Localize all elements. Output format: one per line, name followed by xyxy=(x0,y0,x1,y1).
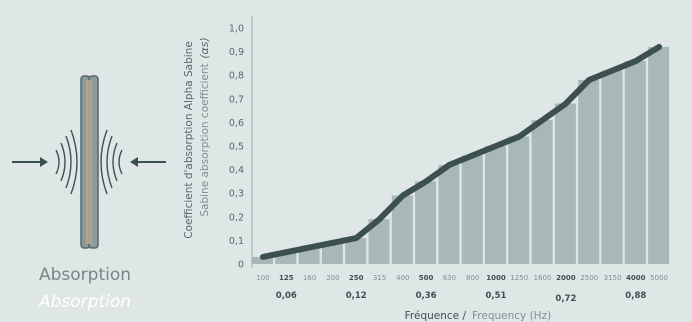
bar-1600 xyxy=(531,120,553,264)
y-tick-label: 0,4 xyxy=(229,165,244,176)
bar-1000 xyxy=(485,146,506,264)
x-tick-label: 200 xyxy=(326,274,339,282)
y-axis-symbol: (αs) xyxy=(198,37,211,59)
bar-250 xyxy=(345,238,367,264)
octave-value-1000: 0,51 xyxy=(486,291,507,301)
bar-4000 xyxy=(624,61,646,264)
x-tick-label: 400 xyxy=(396,274,409,282)
bar-2000 xyxy=(554,103,576,265)
absorption-title: Absorption xyxy=(38,265,132,285)
octave-value-2000: 0,72 xyxy=(555,294,576,304)
x-ticks: 100 125 160 200 250 315 400 500 630 800 1000 1250 16… xyxy=(256,274,668,282)
x-tick-label: 2500 xyxy=(580,274,598,282)
bar-3150 xyxy=(601,70,623,264)
y-tick-label: 0,2 xyxy=(229,212,244,223)
x-tick-label: 630 xyxy=(443,274,456,282)
x-tick-label: 1000 xyxy=(486,274,506,282)
octave-value-500: 0,36 xyxy=(416,291,437,301)
x-axis-label-primary: Fréquence / xyxy=(405,310,467,322)
bar-200 xyxy=(321,242,343,264)
y-tick-label: 0,9 xyxy=(229,47,244,58)
y-ticks: 0 0,1 0,2 0,3 0,4 0,5 0,6 0,7 0,8 0,9 1,0 xyxy=(229,24,244,271)
bar-500 xyxy=(415,181,437,264)
x-tick-label: 315 xyxy=(373,274,386,282)
y-tick-label: 1,0 xyxy=(229,24,244,35)
y-tick-label: 0,6 xyxy=(229,118,244,129)
x-tick-label: 100 xyxy=(256,274,269,282)
bar-800 xyxy=(461,155,483,264)
bar-315 xyxy=(368,219,390,264)
absorption-curve xyxy=(260,43,663,260)
y-tick-label: 0,3 xyxy=(229,189,244,200)
x-tick-label: 500 xyxy=(419,274,434,282)
y-tick-label: 0 xyxy=(238,260,244,271)
bar-400 xyxy=(391,195,413,264)
octave-value-125: 0,06 xyxy=(276,291,297,301)
y-tick-label: 0,7 xyxy=(229,94,244,105)
bar-1250 xyxy=(508,136,530,264)
x-tick-label: 5000 xyxy=(650,274,668,282)
octave-value-4000: 0,88 xyxy=(625,291,646,301)
octave-value-250: 0,12 xyxy=(346,291,367,301)
bar-5000 xyxy=(648,46,670,264)
x-tick-label: 4000 xyxy=(626,274,646,282)
y-axis-label-primary: Coefficient d'absorption Alpha Sabine xyxy=(183,41,195,239)
bar-2500 xyxy=(578,79,600,264)
y-tick-label: 0,8 xyxy=(229,71,244,82)
x-tick-label: 3150 xyxy=(604,274,622,282)
octave-values: 0,06 0,12 0,36 0,51 0,72 0,88 xyxy=(276,291,647,304)
x-tick-label: 250 xyxy=(349,274,364,282)
y-axis-label-secondary: Sabine absorption coefficient xyxy=(199,63,211,216)
x-tick-label: 1250 xyxy=(510,274,528,282)
x-tick-label: 125 xyxy=(279,274,294,282)
x-tick-label: 800 xyxy=(466,274,479,282)
bar-100 xyxy=(252,256,273,264)
bar-125 xyxy=(275,252,297,264)
y-tick-label: 0,5 xyxy=(229,142,244,153)
absorption-subtitle: Absorption xyxy=(38,292,132,312)
y-tick-label: 0,1 xyxy=(229,236,244,247)
absorption-illustration xyxy=(12,75,166,249)
x-axis-label-secondary: Frequency (Hz) xyxy=(472,310,551,322)
x-tick-label: 2000 xyxy=(556,274,576,282)
bar-630 xyxy=(438,164,460,264)
bars-group xyxy=(252,46,670,265)
x-tick-label: 1600 xyxy=(534,274,552,282)
x-tick-label: 160 xyxy=(303,274,316,282)
